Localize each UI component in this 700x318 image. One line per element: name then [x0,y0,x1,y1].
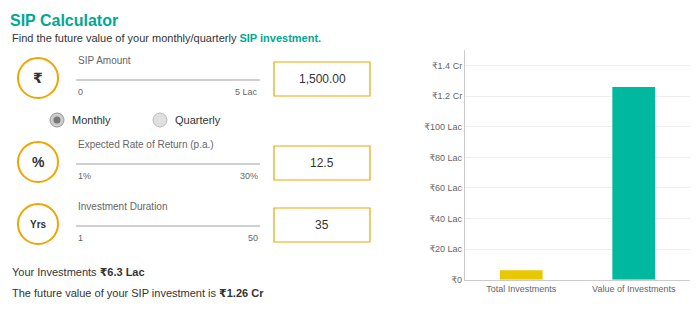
svg-text:₹1.2 Cr: ₹1.2 Cr [432,91,462,101]
svg-text:₹80 Lac: ₹80 Lac [429,153,462,163]
svg-text:₹0: ₹0 [451,275,462,285]
svg-text:Expected Rate of Return (p.a.): Expected Rate of Return (p.a.) [78,139,214,150]
svg-text:Quarterly: Quarterly [175,114,221,126]
svg-text:Your Investments ₹6.3 Lac: Your Investments ₹6.3 Lac [12,266,145,278]
svg-text:₹20 Lac: ₹20 Lac [429,244,462,254]
svg-text:Investment Duration: Investment Duration [78,201,168,212]
svg-text:Monthly: Monthly [72,114,111,126]
svg-text:₹1.4 Cr: ₹1.4 Cr [432,61,462,71]
svg-text:SIP Calculator: SIP Calculator [10,12,118,29]
svg-text:1: 1 [78,233,83,243]
svg-text:Find the future value of your: Find the future value of your monthly/qu… [12,32,321,44]
svg-text:35: 35 [315,218,329,232]
svg-text:₹: ₹ [33,70,43,86]
svg-text:50: 50 [248,233,258,243]
svg-text:%: % [32,154,45,170]
svg-text:0: 0 [78,87,83,97]
svg-text:12.5: 12.5 [310,156,334,170]
svg-text:1,500.00: 1,500.00 [299,72,346,86]
svg-text:5 Lac: 5 Lac [235,87,258,97]
svg-text:The future value of your SIP i: The future value of your SIP investment … [12,287,264,299]
svg-text:Value of Investments: Value of Investments [592,284,676,294]
svg-text:Total Investments: Total Investments [486,284,557,294]
svg-text:Yrs: Yrs [30,219,47,230]
svg-text:₹40 Lac: ₹40 Lac [429,214,462,224]
svg-text:SIP Amount: SIP Amount [78,55,131,66]
svg-text:1%: 1% [78,171,91,181]
svg-text:₹60 Lac: ₹60 Lac [429,183,462,193]
svg-text:₹100 Lac: ₹100 Lac [424,122,462,132]
svg-text:30%: 30% [240,171,258,181]
